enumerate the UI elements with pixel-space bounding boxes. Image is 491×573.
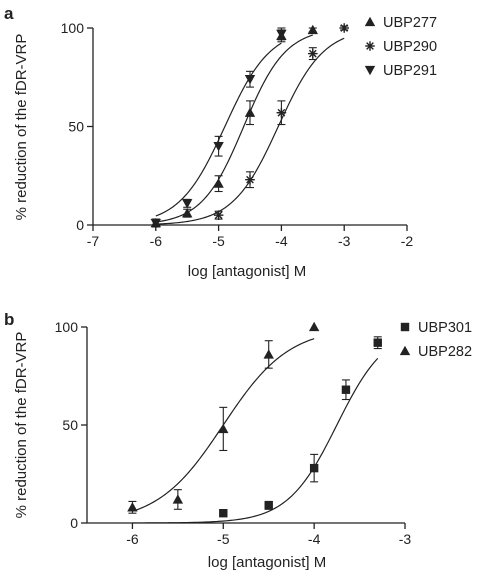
ubp291-legend-marker bbox=[364, 65, 376, 76]
ubp277-legend-label: UBP277 bbox=[383, 15, 437, 31]
ubp301-fit-curve bbox=[132, 357, 379, 524]
ubp301-point bbox=[219, 509, 228, 518]
ubp277-point bbox=[244, 107, 256, 117]
ubp277-fit-curve bbox=[155, 34, 313, 223]
ubp282-legend-marker bbox=[399, 345, 411, 356]
ubp291-point bbox=[213, 142, 224, 152]
panel-a-x-tick-label: -3 bbox=[338, 233, 351, 249]
ubp291-legend-label: UBP291 bbox=[383, 63, 437, 79]
ubp282-legend-label: UBP282 bbox=[418, 344, 472, 360]
ubp290-point bbox=[245, 174, 255, 185]
panel-a-x-tick-label: -4 bbox=[275, 233, 288, 249]
panel-b-y-tick-label: 0 bbox=[70, 515, 78, 531]
ubp282-point bbox=[308, 321, 320, 332]
panel-b-x-tick-label: -5 bbox=[217, 531, 230, 547]
panel-b-y-tick-label: 100 bbox=[55, 319, 79, 335]
ubp277-point bbox=[213, 178, 224, 188]
panel-b-letter: b bbox=[4, 310, 14, 329]
panel-b-chart: b % reduction of the fDR-VRP log [antago… bbox=[4, 310, 472, 571]
ubp277-legend-marker bbox=[364, 16, 376, 27]
panel-b-x-tick-label: -3 bbox=[399, 531, 412, 547]
ubp301-legend-label: UBP301 bbox=[418, 320, 472, 336]
ubp301-point bbox=[309, 463, 319, 473]
panel-b-x-tick-label: -6 bbox=[126, 531, 139, 547]
panel-b-xlabel: log [antagonist] M bbox=[208, 554, 326, 571]
ubp282-point bbox=[263, 349, 274, 359]
ubp291-point bbox=[182, 199, 193, 209]
panel-a-x-tick-label: -7 bbox=[87, 233, 100, 249]
panel-a-xlabel: log [antagonist] M bbox=[188, 263, 306, 280]
panel-a-chart: a % reduction of the fDR-VRP log [antago… bbox=[4, 4, 437, 280]
panel-a-y-tick-label: 0 bbox=[76, 217, 84, 233]
ubp277-point bbox=[182, 207, 193, 218]
ubp282-point bbox=[218, 423, 229, 434]
ubp290-point bbox=[213, 210, 224, 220]
panel-a-x-tick-label: -2 bbox=[401, 233, 414, 249]
panel-a-y-tick-label: 50 bbox=[68, 119, 84, 135]
ubp282-point bbox=[127, 502, 138, 512]
panel-a-ylabel: % reduction of the fDR-VRP bbox=[13, 34, 30, 221]
ubp282-point bbox=[172, 494, 184, 504]
ubp290-legend-marker bbox=[365, 41, 375, 51]
panel-a-y-tick-label: 100 bbox=[61, 20, 85, 36]
panel-a-x-tick-label: -5 bbox=[212, 233, 225, 249]
panel-a-x-tick-label: -6 bbox=[150, 233, 163, 249]
ubp291-point bbox=[244, 75, 256, 85]
ubp301-point bbox=[341, 385, 351, 394]
ubp301-point bbox=[373, 338, 382, 347]
ubp301-legend-marker bbox=[400, 322, 410, 332]
panel-b-x-tick-label: -4 bbox=[308, 531, 321, 547]
panel-b-y-tick-label: 50 bbox=[62, 417, 78, 433]
ubp290-point bbox=[276, 107, 287, 118]
panel-a-letter: a bbox=[4, 4, 14, 23]
ubp290-legend-label: UBP290 bbox=[383, 39, 437, 55]
ubp291-point bbox=[276, 29, 287, 40]
ubp290-point bbox=[308, 48, 318, 59]
ubp291-point bbox=[150, 218, 161, 229]
panel-b-ylabel: % reduction of the fDR-VRP bbox=[13, 332, 30, 519]
ubp290-point bbox=[339, 23, 349, 33]
ubp277-point bbox=[307, 24, 318, 35]
ubp301-point bbox=[264, 501, 273, 510]
